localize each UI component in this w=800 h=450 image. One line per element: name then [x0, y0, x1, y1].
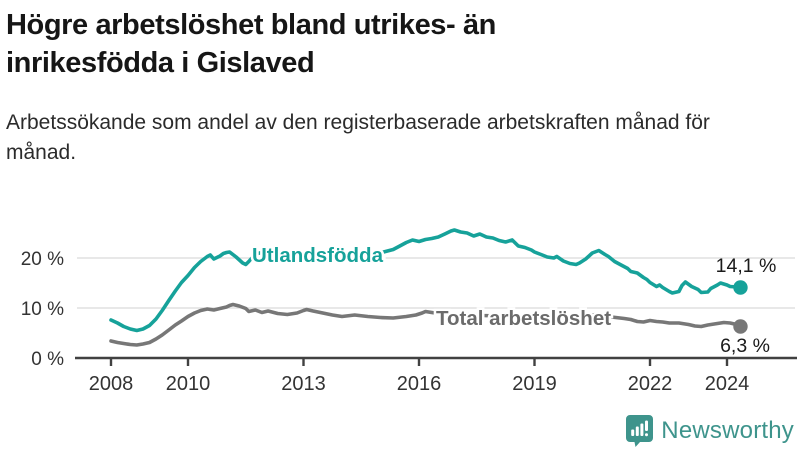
chart-header: Högre arbetslöshet bland utrikes- än inr…: [6, 6, 794, 168]
x-tick-label: 2008: [89, 373, 134, 395]
x-tick-label: 2022: [628, 373, 673, 395]
newsworthy-logo[interactable]: Newsworthy: [625, 414, 794, 447]
end-value-utlandsfodda: 14,1 %: [716, 255, 777, 277]
series-line-total: [109, 302, 743, 347]
x-tick-label: 2019: [512, 373, 557, 395]
y-tick-label: 0 %: [31, 349, 64, 370]
x-tick-label: 2024: [705, 373, 750, 395]
series-line-utlandsfodda: [109, 228, 743, 333]
end-value-total: 6,3 %: [720, 335, 770, 357]
series-label-utlandsfodda: Utlandsfödda: [252, 244, 384, 267]
x-tick-label: 2016: [397, 373, 442, 395]
series-end-dot: [733, 319, 748, 334]
y-tick-label: 20 %: [21, 249, 64, 270]
y-tick-label: 10 %: [21, 299, 64, 320]
x-tick-label: 2010: [166, 373, 211, 395]
x-tick-label: 2013: [281, 373, 326, 395]
brand-name: Newsworthy: [661, 416, 794, 444]
series-label-total: Total arbetslöshet: [436, 307, 611, 330]
bar-chart-speech-bubble-icon: [626, 415, 654, 447]
chart-subtitle: Arbetssökande som andel av den registerb…: [6, 111, 710, 164]
chart-title: Högre arbetslöshet bland utrikes- än inr…: [6, 9, 496, 79]
series-end-dot: [733, 280, 748, 295]
